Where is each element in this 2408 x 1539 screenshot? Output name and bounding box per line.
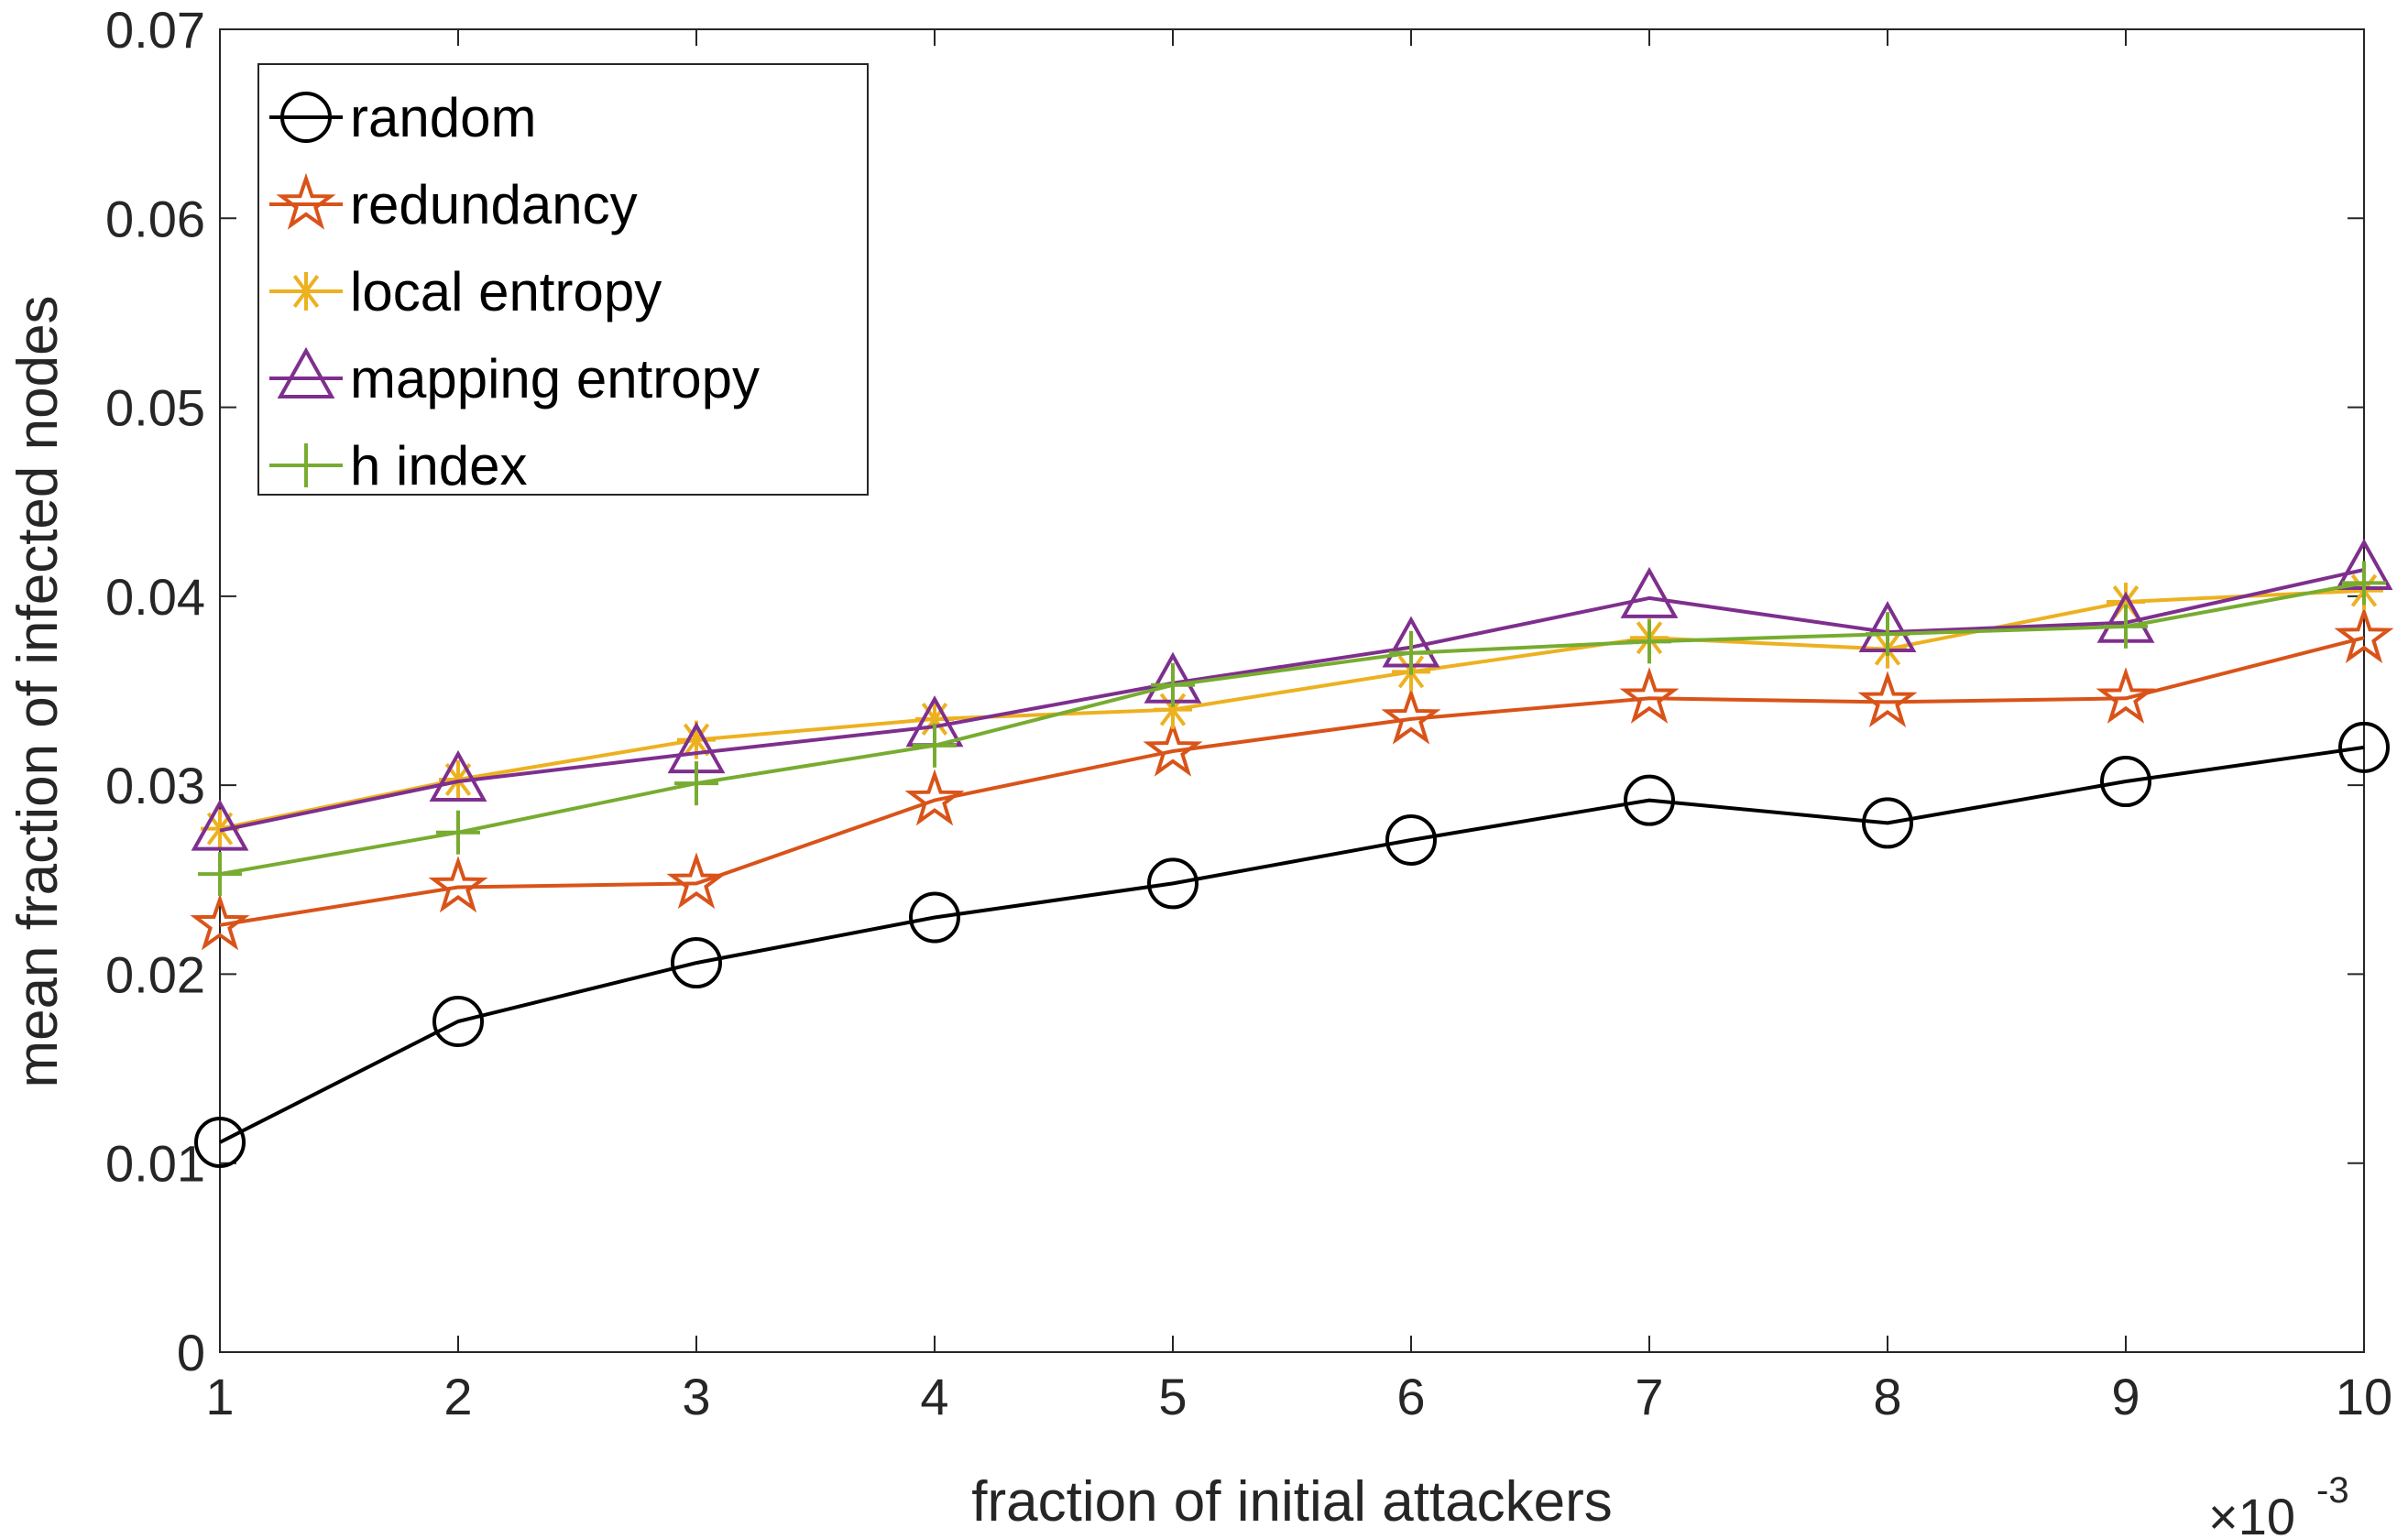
x-tick-label: 4	[920, 1368, 948, 1425]
series-line-h-index	[219, 581, 2365, 877]
legend-label: local entropy	[350, 261, 662, 322]
data-point-h-index	[1627, 619, 1671, 664]
data-point-mapping-entropy	[1620, 566, 1679, 618]
legend-entry-mapping-entropy: mapping entropy	[269, 346, 760, 409]
legend-entry-redundancy: redundancy	[269, 172, 638, 235]
data-point-h-index	[913, 723, 957, 768]
y-tick-label: 0.04	[105, 568, 205, 626]
data-point-redundancy	[1619, 667, 1680, 724]
series-line-local-entropy	[219, 588, 2365, 831]
x-tick-label: 10	[2336, 1368, 2392, 1425]
data-point-h-index	[198, 852, 242, 897]
series-random	[194, 721, 2390, 1169]
legend-entry-random: random	[269, 87, 536, 148]
data-point-mapping-entropy	[191, 799, 249, 851]
series-line-redundancy	[219, 636, 2365, 927]
data-point-random	[1862, 797, 1913, 849]
legend-marker	[277, 346, 335, 398]
data-point-redundancy	[2334, 606, 2394, 663]
data-point-random	[1624, 774, 1675, 826]
data-point-random	[1147, 857, 1199, 910]
x-tick-label: 9	[2111, 1368, 2140, 1425]
series-layer	[190, 538, 2394, 1169]
legend: random redundancy local entropy mapping ent…	[257, 63, 869, 497]
data-point-local-entropy	[1154, 690, 1192, 729]
data-point-random	[909, 891, 960, 944]
data-point-redundancy	[428, 856, 488, 913]
data-point-mapping-entropy	[429, 749, 487, 802]
data-point-h-index	[674, 761, 718, 806]
y-axis-label: mean fraction of infected nodes	[6, 295, 70, 1087]
data-point-redundancy	[2096, 667, 2156, 724]
legend-entry-local-entropy: local entropy	[269, 261, 662, 322]
legend-box	[257, 63, 869, 496]
x-tick-label: 5	[1158, 1368, 1187, 1425]
data-point-random	[2338, 721, 2390, 773]
data-point-redundancy	[1143, 719, 1203, 777]
x-exponent: ×10 -3	[2208, 1470, 2349, 1539]
legend-label: mapping entropy	[350, 348, 760, 409]
data-point-random	[432, 996, 484, 1047]
data-point-h-index	[1866, 612, 1910, 657]
data-point-random	[671, 937, 722, 989]
series-line-mapping-entropy	[219, 568, 2365, 833]
data-point-h-index	[1151, 662, 1195, 707]
legend-label: redundancy	[350, 174, 638, 235]
legend-marker	[287, 272, 325, 311]
series-redundancy	[190, 606, 2394, 951]
data-point-h-index	[2104, 604, 2148, 649]
x-tick-label: 3	[682, 1368, 710, 1425]
x-axis-label: fraction of initial attackers	[971, 1470, 1613, 1534]
data-point-redundancy	[190, 893, 250, 951]
x-tick-label: 2	[443, 1368, 472, 1425]
y-tick-label: 0.06	[105, 190, 205, 247]
legend-label: h index	[350, 435, 527, 497]
data-point-h-index	[2342, 561, 2386, 606]
x-tick-label: 7	[1635, 1368, 1663, 1425]
legend-marker	[284, 443, 328, 487]
data-point-redundancy	[1381, 687, 1441, 745]
data-point-redundancy	[666, 852, 727, 910]
x-tick-label: 1	[205, 1368, 234, 1425]
data-point-redundancy	[1857, 671, 1918, 728]
y-tick-label: 0.05	[105, 379, 205, 437]
x-exponent-power: -3	[2316, 1470, 2349, 1511]
y-tick-label: 0	[177, 1324, 205, 1381]
data-point-h-index	[1389, 630, 1433, 675]
x-tick-label: 6	[1396, 1368, 1425, 1425]
data-point-h-index	[436, 810, 480, 855]
data-point-random	[194, 1117, 246, 1169]
y-tick-label: 0.01	[105, 1135, 205, 1193]
data-point-redundancy	[904, 769, 965, 826]
y-tick-label: 0.03	[105, 757, 205, 814]
legend-marker	[280, 92, 332, 143]
y-tick-label: 0.02	[105, 945, 205, 1003]
data-point-random	[2100, 756, 2151, 808]
x-tick-label: 8	[1873, 1368, 1901, 1425]
y-tick-label: 0.07	[105, 1, 205, 59]
data-point-random	[1385, 813, 1437, 866]
legend-label: random	[350, 87, 536, 148]
x-exponent-base: ×10	[2208, 1488, 2295, 1539]
series-h-index	[198, 561, 2386, 897]
legend-marker	[276, 172, 336, 230]
legend-entry-h-index: h index	[269, 435, 527, 497]
axis-ticks: 1 2 3 4 5 6 7 8 9 10 0 0.01 0.02 0.03 0.04 0.05 0.06 0.07	[105, 1, 2392, 1425]
series-line-random	[219, 745, 2365, 1144]
